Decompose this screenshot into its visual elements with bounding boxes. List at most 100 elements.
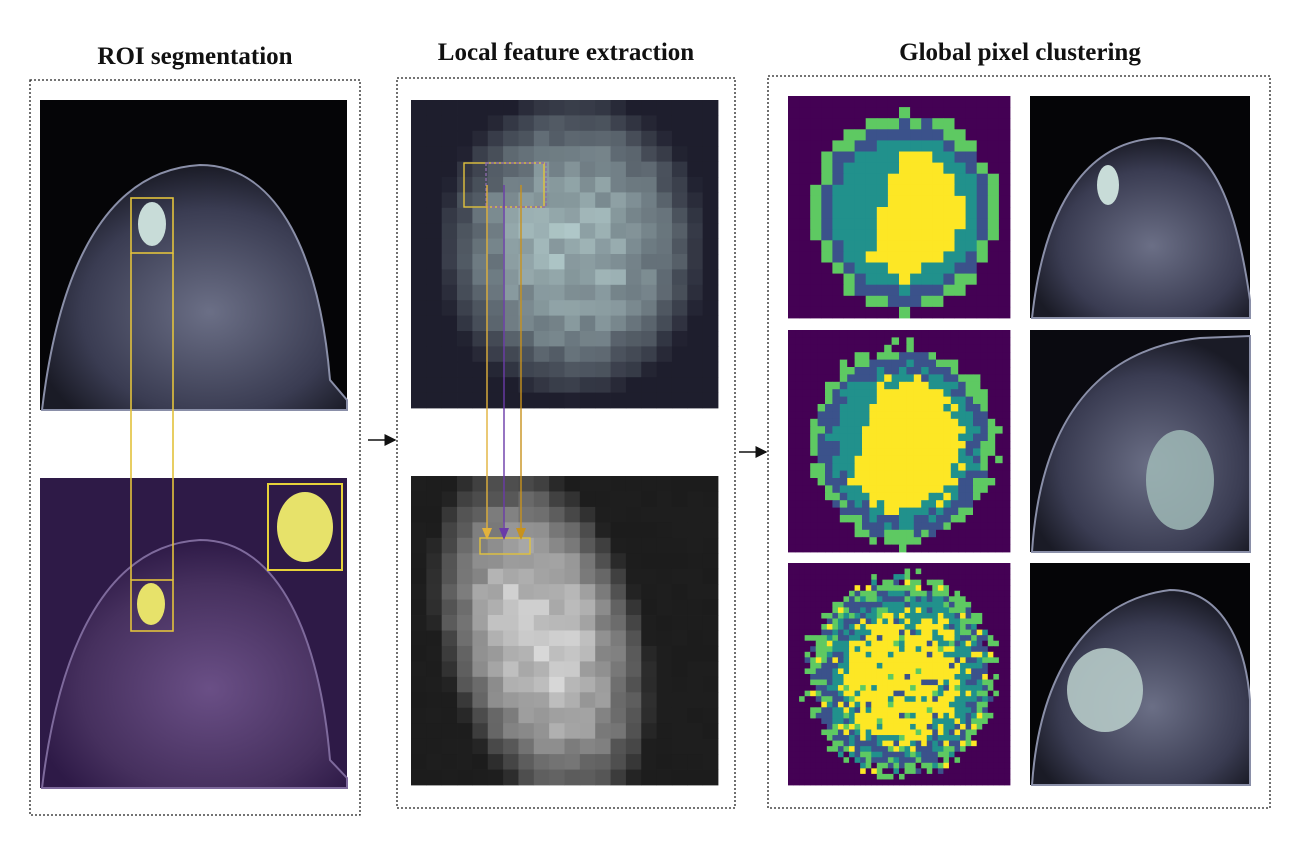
pixel — [887, 568, 894, 575]
pixel — [980, 389, 989, 397]
pixel — [910, 579, 917, 586]
pixel — [862, 418, 870, 427]
pixel — [926, 701, 933, 708]
mri-image — [40, 100, 348, 411]
pixel — [487, 254, 504, 270]
pixel — [982, 612, 989, 619]
pixel — [825, 470, 833, 479]
pixel — [802, 478, 811, 486]
pixel — [950, 529, 959, 538]
pixel — [815, 646, 822, 653]
pixel — [932, 768, 939, 775]
pixel — [980, 344, 989, 353]
pixel — [472, 346, 489, 363]
pixel — [987, 729, 994, 736]
pixel — [865, 218, 878, 230]
pixel — [472, 377, 489, 393]
pixel — [987, 240, 1000, 252]
pixel — [965, 140, 978, 152]
pixel — [937, 718, 944, 725]
pixel — [832, 359, 841, 368]
pixel — [982, 729, 989, 736]
pixel — [899, 129, 911, 141]
pixel — [998, 757, 1005, 764]
pixel — [826, 768, 833, 775]
pixel — [960, 596, 966, 603]
pixel — [884, 381, 892, 390]
pixel — [862, 367, 870, 375]
pixel — [788, 463, 796, 471]
pixel — [936, 515, 944, 523]
pixel — [976, 585, 983, 592]
pixel — [847, 426, 855, 434]
pixel — [936, 411, 944, 420]
pixel — [936, 522, 944, 531]
pixel — [457, 392, 473, 409]
pixel — [987, 352, 996, 360]
pixel — [843, 129, 855, 141]
pixel — [832, 635, 839, 642]
pixel — [921, 601, 928, 608]
pixel — [549, 361, 565, 378]
pixel — [904, 579, 911, 586]
pixel — [965, 679, 972, 686]
pixel — [893, 607, 900, 614]
pixel — [641, 754, 657, 770]
pixel — [871, 657, 878, 664]
pixel — [982, 629, 989, 636]
pixel — [625, 269, 642, 286]
pixel — [932, 585, 939, 592]
pixel — [876, 207, 889, 219]
pixel — [847, 500, 855, 508]
pixel — [891, 359, 900, 368]
pixel — [810, 396, 818, 405]
pixel — [987, 344, 996, 353]
pixel — [910, 218, 922, 230]
pixel — [910, 184, 922, 197]
pixel — [595, 207, 611, 224]
pixel — [910, 618, 917, 625]
pixel — [987, 585, 994, 592]
pixel — [472, 223, 489, 239]
pixel — [426, 707, 443, 724]
pixel — [876, 352, 885, 360]
pixel — [899, 590, 905, 597]
pixel — [982, 607, 989, 614]
pixel — [821, 735, 828, 741]
pixel — [965, 751, 972, 758]
pixel — [915, 624, 922, 630]
pixel — [899, 455, 907, 464]
pixel — [411, 645, 427, 662]
pixel — [821, 629, 828, 636]
pixel — [810, 723, 817, 730]
pixel — [793, 618, 800, 625]
pixel — [943, 207, 955, 219]
pixel — [982, 690, 989, 697]
pixel — [998, 151, 1011, 163]
pixel — [876, 151, 889, 163]
pixel — [472, 361, 489, 378]
pixel — [865, 579, 872, 586]
pixel — [656, 723, 673, 740]
pixel — [625, 161, 642, 178]
pixel — [971, 607, 978, 614]
pixel — [832, 668, 839, 675]
pixel — [832, 522, 841, 531]
pixel — [865, 751, 872, 758]
pixel — [804, 612, 811, 619]
pixel — [610, 537, 627, 554]
pixel — [906, 500, 915, 508]
pixel — [839, 478, 848, 486]
pixel — [788, 330, 796, 338]
pixel — [854, 381, 863, 390]
pixel — [884, 537, 892, 545]
pixel — [441, 537, 458, 554]
pixel — [932, 646, 939, 653]
pixel — [788, 404, 796, 412]
pixel — [915, 757, 922, 764]
pixel — [564, 630, 581, 647]
pixel — [849, 640, 855, 647]
pixel — [976, 590, 983, 597]
pixel — [1004, 596, 1011, 603]
